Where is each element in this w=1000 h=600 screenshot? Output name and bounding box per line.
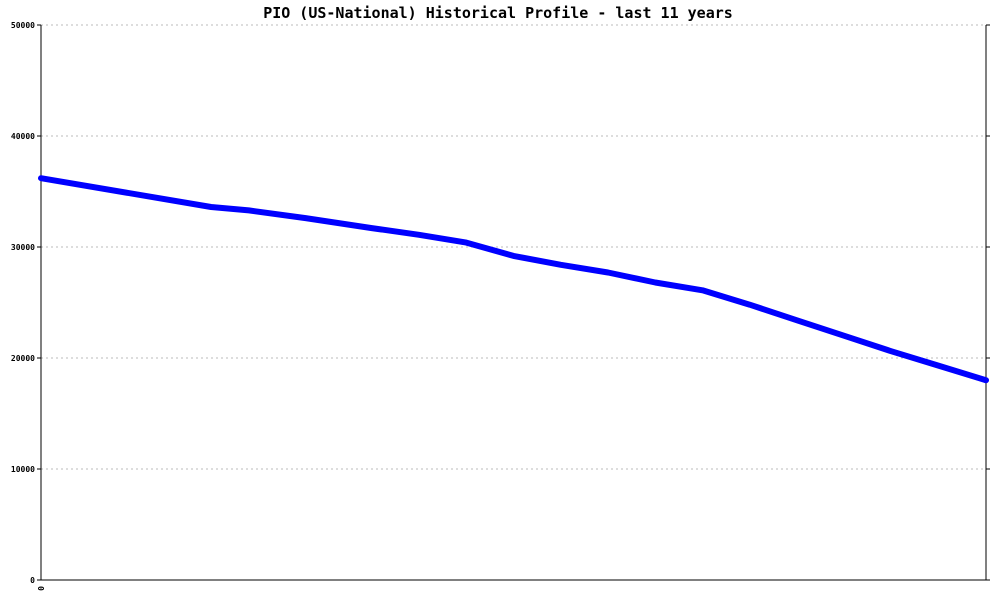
data-point [938,365,940,367]
data-point [305,217,307,219]
data-point [607,272,609,274]
data-point [418,234,420,236]
gridlines [41,24,986,470]
y-tick-label: 0 [30,576,35,585]
data-point [891,350,892,352]
data-point [513,255,514,257]
axes [40,24,990,581]
data-point [248,209,250,211]
data-point [843,335,845,337]
data-point [371,227,373,229]
x-tick-label: 0 [37,586,46,591]
y-axis-ticks: 0 10000 20000 30000 40000 50000 [11,21,41,585]
data-point [40,177,42,179]
series-line-0 [38,175,989,384]
x-axis-ticks: 0 [37,586,46,591]
y-tick-label: 50000 [11,21,35,30]
data-point [749,304,751,306]
chart-title: PIO (US-National) Historical Profile - l… [263,4,733,22]
data-point [465,242,467,244]
data-point [210,206,212,208]
y-tick-label: 30000 [11,243,35,252]
data-point [560,264,562,266]
series-layer [38,175,989,384]
data-point [985,379,987,381]
data-point [702,289,703,291]
y-tick-label: 10000 [11,465,35,474]
y-tick-label: 40000 [11,132,35,141]
y-tick-label: 20000 [11,354,35,363]
data-point [796,319,798,321]
data-point [654,282,656,284]
